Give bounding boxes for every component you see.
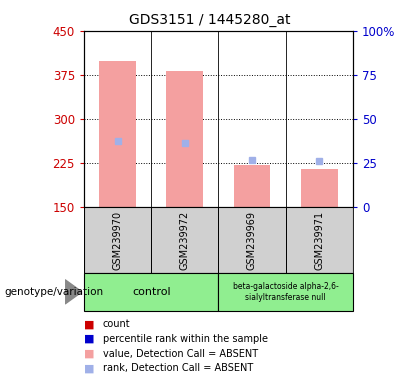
Bar [99, 61, 136, 207]
Text: GSM239970: GSM239970 [113, 210, 123, 270]
Text: GSM239969: GSM239969 [247, 210, 257, 270]
Text: ■: ■ [84, 363, 94, 373]
Bar [151, 207, 218, 273]
Bar [218, 207, 286, 273]
Text: GSM239972: GSM239972 [180, 210, 190, 270]
Text: percentile rank within the sample: percentile rank within the sample [103, 334, 268, 344]
Text: count: count [103, 319, 131, 329]
Bar [84, 273, 218, 311]
Text: genotype/variation: genotype/variation [4, 287, 103, 297]
Text: GSM239971: GSM239971 [314, 210, 324, 270]
Bar [286, 207, 353, 273]
Text: ■: ■ [84, 319, 94, 329]
Bar [301, 169, 338, 207]
Text: ■: ■ [84, 349, 94, 359]
Text: ■: ■ [84, 334, 94, 344]
Bar [84, 207, 151, 273]
Text: GDS3151 / 1445280_at: GDS3151 / 1445280_at [129, 13, 291, 27]
Polygon shape [65, 280, 82, 304]
Bar [166, 71, 203, 207]
Text: beta-galactoside alpha-2,6-
sialyltransferase null: beta-galactoside alpha-2,6- sialyltransf… [233, 282, 339, 302]
Text: control: control [132, 287, 171, 297]
Text: value, Detection Call = ABSENT: value, Detection Call = ABSENT [103, 349, 258, 359]
Bar [218, 273, 353, 311]
Text: rank, Detection Call = ABSENT: rank, Detection Call = ABSENT [103, 363, 253, 373]
Bar [234, 165, 270, 207]
